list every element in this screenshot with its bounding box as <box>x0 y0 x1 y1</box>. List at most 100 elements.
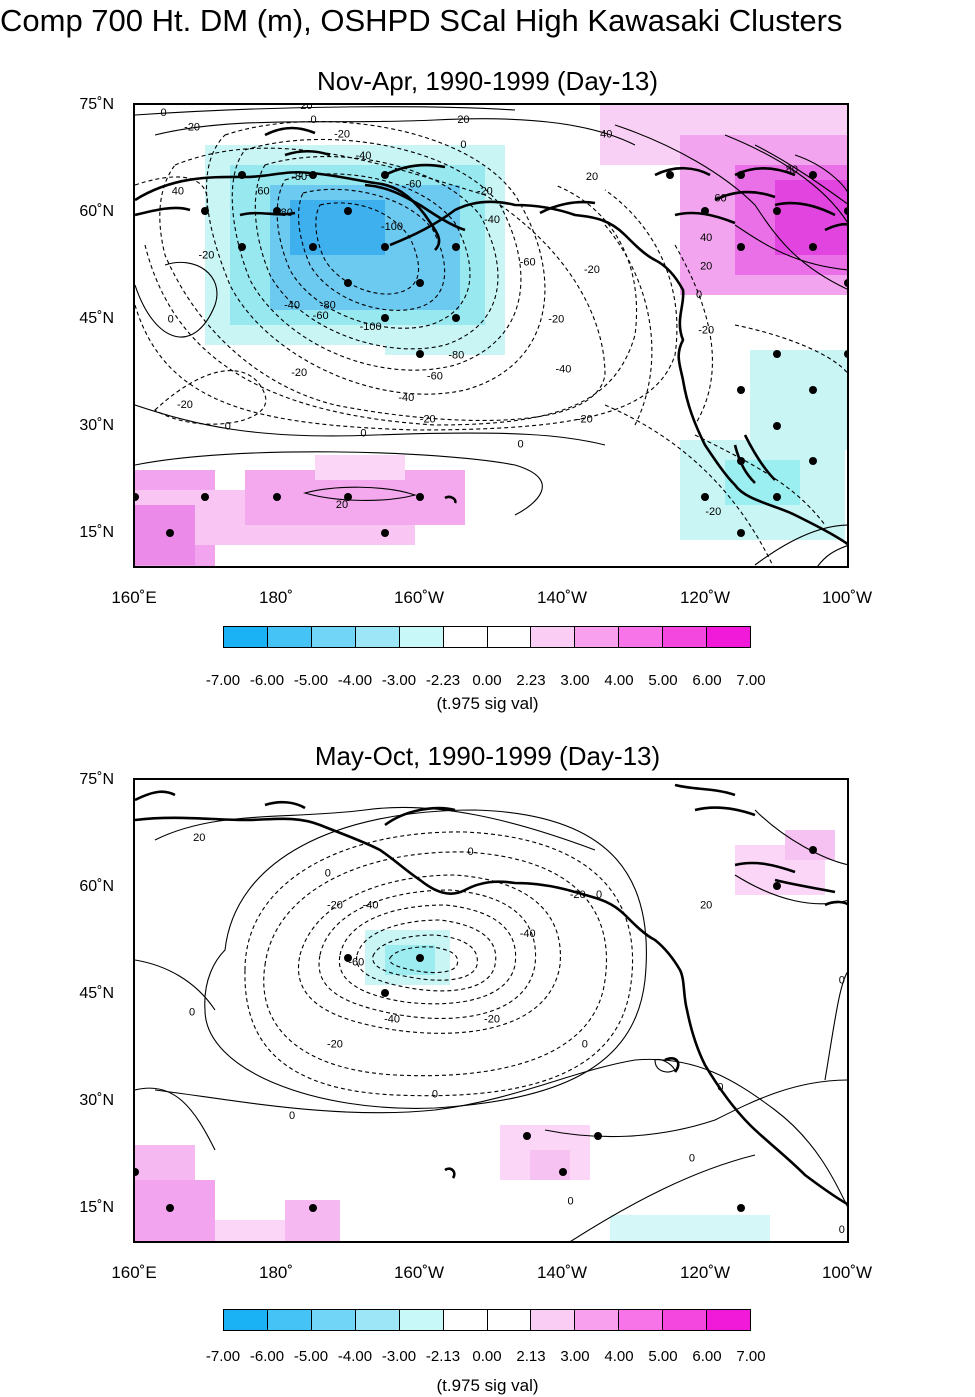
contour-label: -40 <box>398 392 414 404</box>
panel-2-title: May-Oct, 1990-1999 (Day-13) <box>314 741 661 771</box>
colorbar-cell <box>531 627 576 647</box>
colorbar-tick-label: 7.00 <box>736 1348 766 1365</box>
colorbar-tick-label: 6.00 <box>692 672 722 689</box>
contour-label: -100 <box>360 321 382 333</box>
colorbar-tick-label: -6.00 <box>249 672 285 689</box>
lat-label-60n-2: 60˚N <box>79 878 114 895</box>
colorbar-cell <box>707 627 751 647</box>
contour-label: 0 <box>225 421 231 433</box>
contour-label: 0 <box>460 139 466 151</box>
negative-significance-shading <box>365 930 770 1241</box>
contour-label: 60 <box>257 185 269 197</box>
contour-label: -20 <box>327 1039 343 1051</box>
contour-label: -20 <box>477 185 493 197</box>
contour-label: -60 <box>520 257 536 269</box>
contour-label: 40 <box>700 232 712 244</box>
coastlines <box>135 126 847 546</box>
contour-label: -20 <box>577 413 593 425</box>
contour-label: -20 <box>177 399 193 411</box>
contour-label: -20 <box>705 506 721 518</box>
lon-label-100w: 100˚W <box>821 588 873 607</box>
colorbar-cell <box>663 627 708 647</box>
contour-label: -60 <box>406 178 422 190</box>
colorbar-cell <box>355 627 400 647</box>
colorbar-cell <box>487 1310 532 1330</box>
contour-label: 80 <box>786 164 798 176</box>
colorbar-cell <box>443 627 488 647</box>
map-panel-may-oct: 20 0 0 -20 -40 -20 0 -40 -60 20 0 -40 -20 -20 0 0 0 0 0 0 0 0 <box>133 778 849 1243</box>
contour-label: -40 <box>384 1014 400 1026</box>
lon-label-140w: 140˚W <box>536 588 588 607</box>
lon-label-140w-2: 140˚W <box>536 1263 588 1282</box>
contour-label: 0 <box>689 1153 695 1165</box>
colorbar-tick-label: -2.13 <box>425 1348 461 1365</box>
colorbar-tick-label: -2.23 <box>425 672 461 689</box>
lon-label-120w-2: 120˚W <box>679 1263 731 1282</box>
contour-label: 0 <box>325 868 331 880</box>
contour-label: 0 <box>189 1007 195 1019</box>
map-panel-nov-apr: 0 -20 20 0 -20 20 0 40 -40 -60 -80 20 -20 -40 -60 -20 60… <box>133 103 849 568</box>
contour-label: 60 <box>714 193 726 205</box>
contour-label: 0 <box>360 428 366 440</box>
contour-label: -40 <box>284 299 300 311</box>
grid-point-dots <box>135 846 817 1212</box>
lat-label-45n-2: 45˚N <box>79 985 114 1002</box>
colorbar-caption-may-oct: (t.975 sig val) <box>436 1376 539 1395</box>
height-contours <box>135 806 847 1241</box>
lat-label-30n-2: 30˚N <box>79 1092 114 1109</box>
lat-label-45n: 45˚N <box>79 310 114 327</box>
colorbar-tick-label: 6.00 <box>692 1348 722 1365</box>
contour-label: 0 <box>582 1039 588 1051</box>
colorbar-tick-label: 3.00 <box>560 672 590 689</box>
contour-label: -20 <box>420 413 436 425</box>
panel-1-title: Nov-Apr, 1990-1999 (Day-13) <box>316 66 659 96</box>
contour-label: -20 <box>484 1014 500 1026</box>
contour-label: -40 <box>520 928 536 940</box>
positive-significance-shading <box>135 830 835 1241</box>
contour-label: 20 <box>336 499 348 511</box>
contour-label: -40 <box>356 150 372 162</box>
contour-label: -60 <box>427 371 443 383</box>
contour-label: -20 <box>570 889 586 901</box>
contour-label: 0 <box>468 846 474 858</box>
colorbar-tick-label: 5.00 <box>648 1348 678 1365</box>
contour-label: 20 <box>700 900 712 912</box>
contour-label: 0 <box>839 974 845 986</box>
lon-label-180-2: 180˚ <box>258 1263 294 1282</box>
contour-label: 0 <box>696 289 702 301</box>
contour-label: -60 <box>348 957 364 969</box>
contour-label: -20 <box>291 367 307 379</box>
contour-label: -20 <box>198 250 214 262</box>
lon-label-120w: 120˚W <box>679 588 731 607</box>
colorbar-tick-label: -4.00 <box>337 1348 373 1365</box>
colorbar-cell <box>267 627 312 647</box>
coastlines <box>135 783 847 1206</box>
contour-label: -80 <box>277 207 293 219</box>
contour-label: 0 <box>717 1081 723 1093</box>
colorbar-cell <box>267 1310 312 1330</box>
contour-label: -80 <box>320 299 336 311</box>
contour-label: -80 <box>448 349 464 361</box>
contour-label: 0 <box>310 114 316 126</box>
colorbar-cell <box>355 1310 400 1330</box>
colorbar-tick-label: 0.00 <box>472 672 502 689</box>
contour-label: 0 <box>168 314 174 326</box>
lon-label-100w-2: 100˚W <box>821 1263 873 1282</box>
lat-label-75n-2: 75˚N <box>79 771 114 788</box>
colorbar-tick-label: -7.00 <box>205 1348 241 1365</box>
lon-label-160w: 160˚W <box>393 588 445 607</box>
lon-label-160e-2: 160˚E <box>111 1263 157 1282</box>
colorbar-tick-label: -5.00 <box>293 672 329 689</box>
contour-label: 0 <box>517 438 523 450</box>
contour-label: -60 <box>313 310 329 322</box>
colorbar-cell <box>224 1310 268 1330</box>
colorbar-cell <box>487 627 532 647</box>
lat-label-60n: 60˚N <box>79 203 114 220</box>
colorbar-tick-label: -3.00 <box>381 1348 417 1365</box>
colorbar-tick-label: 4.00 <box>604 672 634 689</box>
colorbar-cell <box>575 1310 620 1330</box>
contour-label: 0 <box>160 107 166 119</box>
lat-label-75n: 75˚N <box>79 96 114 113</box>
contour-label: 20 <box>586 171 598 183</box>
